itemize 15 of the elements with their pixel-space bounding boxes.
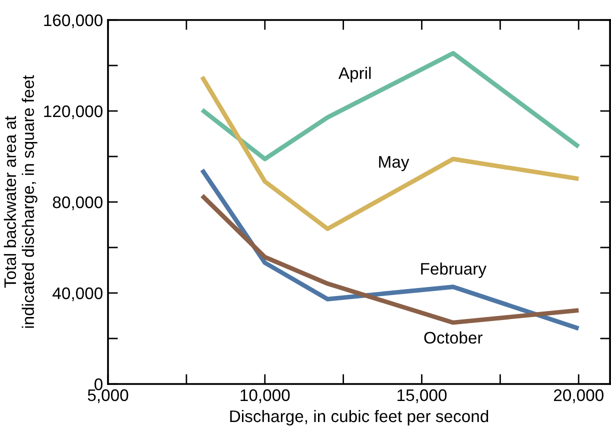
series-label: May xyxy=(379,156,410,172)
x-tick-label: 5,000 xyxy=(88,389,128,404)
series-label: February xyxy=(421,262,486,278)
x-tick-label: 10,000 xyxy=(240,389,290,404)
y-axis-title: Total backwater area at indicated discharge, in square feet xyxy=(4,75,38,328)
y-tick-label: 80,000 xyxy=(52,196,102,210)
y-tick-label: 0 xyxy=(94,378,102,390)
x-tick-label: 15,000 xyxy=(398,389,447,404)
x-axis-title: Discharge, in cubic feet per second xyxy=(230,410,488,426)
series-label: April xyxy=(338,66,371,82)
series-label: October xyxy=(424,331,482,344)
y-tick-label: 40,000 xyxy=(52,287,102,302)
y-tick-label: 160,000 xyxy=(44,14,102,28)
x-tick-label: 20,000 xyxy=(554,389,604,404)
y-tick-label: 120,000 xyxy=(44,105,102,120)
